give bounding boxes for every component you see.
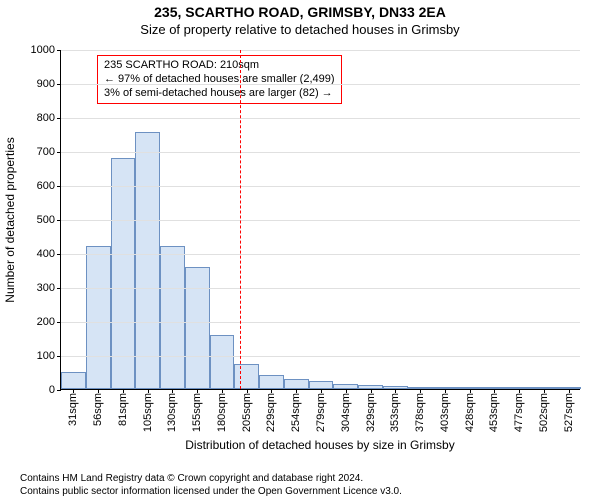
x-tick-label: 155sqm bbox=[191, 389, 203, 432]
y-tick-label: 900 bbox=[37, 78, 61, 90]
bar bbox=[86, 246, 111, 389]
plot-area: 235 SCARTHO ROAD: 210sqm ← 97% of detach… bbox=[60, 50, 580, 390]
gridline bbox=[61, 118, 580, 119]
bar bbox=[185, 267, 210, 389]
footer-line-1: Contains HM Land Registry data © Crown c… bbox=[20, 473, 600, 486]
x-tick-label: 56sqm bbox=[92, 389, 104, 426]
y-tick-label: 500 bbox=[37, 214, 61, 226]
bar bbox=[111, 158, 136, 389]
gridline bbox=[61, 186, 580, 187]
x-tick-label: 31sqm bbox=[67, 389, 79, 426]
x-tick-label: 180sqm bbox=[216, 389, 228, 432]
y-axis-label-wrap: Number of detached properties bbox=[0, 50, 20, 390]
y-tick-label: 200 bbox=[37, 316, 61, 328]
bar bbox=[160, 246, 185, 389]
x-tick-label: 105sqm bbox=[142, 389, 154, 432]
bar bbox=[135, 132, 160, 389]
x-tick-label: 403sqm bbox=[439, 389, 451, 432]
bar bbox=[284, 379, 309, 389]
gridline bbox=[61, 322, 580, 323]
x-tick-label: 453sqm bbox=[488, 389, 500, 432]
gridline bbox=[61, 50, 580, 51]
gridline bbox=[61, 254, 580, 255]
x-tick-label: 130sqm bbox=[166, 389, 178, 432]
x-tick-label: 205sqm bbox=[241, 389, 253, 432]
y-tick-label: 0 bbox=[49, 384, 61, 396]
reference-marker-line bbox=[240, 50, 241, 389]
gridline bbox=[61, 356, 580, 357]
x-tick-label: 477sqm bbox=[513, 389, 525, 432]
x-axis-label: Distribution of detached houses by size … bbox=[60, 438, 580, 452]
gridline bbox=[61, 152, 580, 153]
x-tick-label: 527sqm bbox=[563, 389, 575, 432]
chart-container: 235, SCARTHO ROAD, GRIMSBY, DN33 2EA Siz… bbox=[0, 0, 600, 500]
annotation-box: 235 SCARTHO ROAD: 210sqm ← 97% of detach… bbox=[97, 55, 342, 104]
x-tick-label: 304sqm bbox=[340, 389, 352, 432]
y-tick-label: 1000 bbox=[31, 44, 61, 56]
y-tick-label: 800 bbox=[37, 112, 61, 124]
x-tick-label: 353sqm bbox=[389, 389, 401, 432]
page-title: 235, SCARTHO ROAD, GRIMSBY, DN33 2EA bbox=[0, 4, 600, 20]
bar bbox=[309, 381, 334, 390]
footer: Contains HM Land Registry data © Crown c… bbox=[0, 473, 600, 498]
x-tick-label: 279sqm bbox=[315, 389, 327, 432]
gridline bbox=[61, 220, 580, 221]
chart-title: Size of property relative to detached ho… bbox=[0, 22, 600, 37]
y-tick-label: 700 bbox=[37, 146, 61, 158]
y-axis-label: Number of detached properties bbox=[3, 137, 17, 302]
gridline bbox=[61, 288, 580, 289]
annotation-line-3: 3% of semi-detached houses are larger (8… bbox=[104, 87, 335, 101]
y-tick-label: 400 bbox=[37, 248, 61, 260]
x-tick-label: 428sqm bbox=[464, 389, 476, 432]
bar bbox=[259, 375, 284, 389]
x-tick-label: 502sqm bbox=[538, 389, 550, 432]
footer-line-2: Contains public sector information licen… bbox=[20, 486, 600, 499]
x-tick-label: 254sqm bbox=[290, 389, 302, 432]
x-tick-label: 81sqm bbox=[117, 389, 129, 426]
y-tick-label: 100 bbox=[37, 350, 61, 362]
bar bbox=[210, 335, 235, 389]
x-tick-label: 229sqm bbox=[265, 389, 277, 432]
annotation-line-1: 235 SCARTHO ROAD: 210sqm bbox=[104, 59, 335, 73]
y-tick-label: 600 bbox=[37, 180, 61, 192]
x-tick-label: 378sqm bbox=[414, 389, 426, 432]
gridline bbox=[61, 84, 580, 85]
bar bbox=[234, 364, 259, 390]
x-tick-label: 329sqm bbox=[365, 389, 377, 432]
y-tick-label: 300 bbox=[37, 282, 61, 294]
bar bbox=[61, 372, 86, 389]
